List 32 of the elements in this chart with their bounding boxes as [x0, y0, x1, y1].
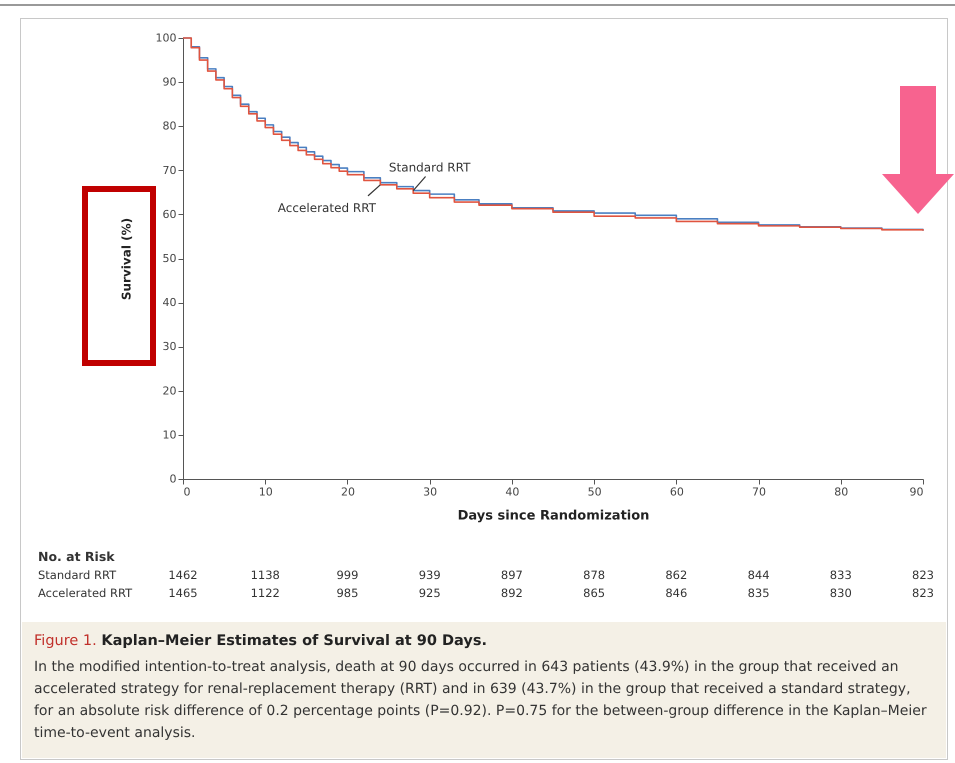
y-tick-label: 100: [156, 32, 176, 44]
x-tick-label: 60: [670, 486, 684, 498]
x-tick-label: 40: [505, 486, 520, 498]
y-tick-label: 60: [162, 208, 176, 221]
y-tick-label: 80: [162, 120, 176, 133]
y-tick-label: 30: [162, 340, 176, 354]
x-tick-label: 10: [258, 486, 273, 498]
text: 1465 1122 985 925 892 865 846 835 830 823: [168, 586, 934, 600]
x-tick-label: 50: [588, 486, 602, 498]
x-tick-label: 80: [834, 486, 848, 498]
x-tick-label: 70: [752, 486, 766, 498]
y-axis-title: Survival (%): [120, 218, 134, 300]
x-tick-label: 30: [423, 486, 438, 498]
y-tick-label: 50: [162, 252, 176, 265]
y-tick-label: 20: [162, 384, 176, 398]
series-label: Accelerated RRT: [278, 201, 377, 216]
y-tick-label: 70: [162, 164, 176, 177]
y-tick-label: 0: [170, 472, 176, 486]
text: Accelerated RRT: [38, 586, 134, 600]
text: Figure 1. Kaplan–Meier Estimates of Survival at 90 Days.: [34, 632, 488, 651]
x-axis-title: Days since Randomization: [458, 508, 650, 524]
text: No. at Risk: [38, 549, 116, 564]
x-tick-label: 0: [184, 486, 190, 498]
text: In the modified intention-to-treat analysis, death at 90 days occurred in 643 patients (43.9%) in the group that received an accelerated strategy for renal-replacement therapy (RRT) and in 639 (43.7%) in the group that received a standard strategy, for an absolute risk difference of 0.2 percentage points (P=0.92). P=0.75 for the between-group difference in the Kaplan–Meier time-to-event analysis.: [34, 658, 928, 743]
y-tick-label: 40: [162, 296, 176, 310]
series-label: Standard RRT: [388, 160, 472, 175]
text: 1462 1138 999 939 897 878 862 844 833 823: [168, 568, 934, 582]
y-tick-label: 10: [162, 428, 176, 442]
x-tick-label: 90: [910, 486, 924, 498]
x-tick-label: 20: [340, 486, 355, 498]
text: Standard RRT: [38, 568, 118, 582]
y-tick-label: 90: [162, 76, 176, 89]
